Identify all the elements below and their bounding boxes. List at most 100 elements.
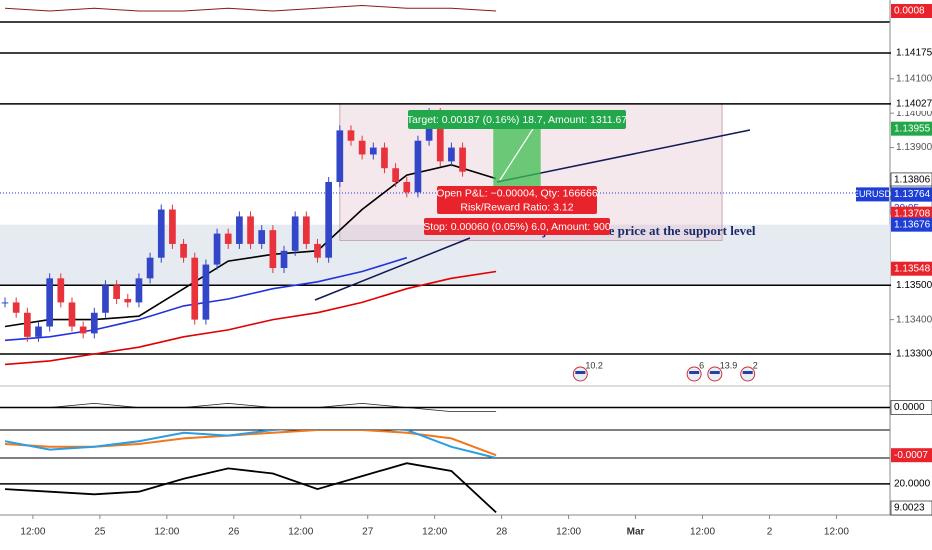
price-label-box <box>891 187 932 202</box>
candle <box>1 302 9 304</box>
candle <box>236 216 243 244</box>
candle <box>157 209 165 258</box>
oscillator-line <box>4 462 497 514</box>
position-label: Target: 0.00187 (0.16%) 18.7, Amount: 13… <box>407 114 628 126</box>
candle <box>459 147 466 172</box>
level-label-box <box>891 278 932 293</box>
event-flag <box>742 371 753 374</box>
pane-label-box <box>890 400 932 415</box>
price-label: 1.13764 <box>894 189 931 200</box>
candle <box>180 243 187 258</box>
moving-average <box>4 270 497 366</box>
position-label: Open P&L: −0.00004, Qty: 166666 <box>436 187 598 199</box>
x-tick-label: 27 <box>362 527 374 538</box>
candle <box>135 278 143 303</box>
candle <box>403 181 411 193</box>
symbol-label: EURUSD <box>853 189 892 199</box>
price-label: 1.13806 <box>894 175 931 186</box>
candle <box>381 147 388 169</box>
pane-label-box <box>891 448 932 463</box>
level-label: 1.13300 <box>896 349 932 360</box>
x-tick-label: 12:00 <box>690 527 715 538</box>
pane-label: 0.0008 <box>894 6 925 17</box>
target-zone <box>493 128 541 194</box>
level-label-box <box>891 347 932 362</box>
candle <box>57 278 65 303</box>
symbol-box <box>856 187 889 202</box>
price-label: 1.13955 <box>894 123 931 134</box>
candle <box>46 278 54 327</box>
x-tick-label: 28 <box>496 527 508 538</box>
candle <box>90 312 98 334</box>
event-label: 10.2 <box>585 360 603 370</box>
candle <box>191 257 199 320</box>
event-label: 13.9 <box>720 360 738 370</box>
oscillator-line <box>4 4 497 12</box>
candle <box>12 302 20 313</box>
y-tick-label: 1.14100 <box>896 73 932 84</box>
candle <box>79 326 87 334</box>
pane-label-box <box>891 4 932 18</box>
x-tick-label: 12:00 <box>154 527 179 538</box>
position-label: Stop: 0.00060 (0.05%) 6.0, Amount: 900 <box>423 221 611 233</box>
candle <box>325 181 333 258</box>
candle <box>113 285 120 299</box>
y-tick-label: 1.14000 <box>896 108 932 119</box>
y-tick-label: 1.13900 <box>896 142 932 153</box>
candle <box>202 264 210 320</box>
x-tick-label: 2 <box>767 527 773 538</box>
candle <box>23 312 31 337</box>
candle <box>302 216 310 244</box>
candle <box>35 326 42 337</box>
x-tick-label: 25 <box>94 527 106 538</box>
level-label-box <box>891 45 932 60</box>
candle <box>358 140 366 155</box>
candle <box>369 147 377 155</box>
pane-label: 9.0023 <box>894 503 925 514</box>
candle <box>392 168 399 182</box>
x-tick-label: 12:00 <box>824 527 849 538</box>
pane-label-box <box>890 500 932 516</box>
level-label: 1.14175 <box>896 48 932 59</box>
pane-label: -0.0007 <box>894 450 928 461</box>
candle <box>347 130 355 141</box>
position-label-box <box>424 218 610 235</box>
event-label: 6 <box>699 360 704 370</box>
candle <box>169 209 176 244</box>
moving-average <box>4 163 497 328</box>
event-flag <box>575 371 586 374</box>
candle <box>436 113 444 162</box>
candle <box>269 230 277 269</box>
price-label: 1.13708 <box>894 208 931 219</box>
x-tick-label: 12:00 <box>556 527 581 538</box>
candle <box>280 250 288 269</box>
candle <box>291 216 299 251</box>
level-label: 1.14027 <box>896 99 932 110</box>
oscillator-line <box>4 430 497 458</box>
price-label-box <box>891 206 932 221</box>
candle <box>258 230 266 244</box>
event-flag <box>689 371 700 374</box>
candle <box>448 147 455 162</box>
trend-line <box>314 237 471 301</box>
position-label-box <box>408 110 626 129</box>
price-label-box <box>891 121 932 136</box>
level-label-box <box>891 96 932 111</box>
candle <box>336 130 344 182</box>
candle <box>102 285 109 313</box>
pane-label: 0.0000 <box>894 402 925 413</box>
y-tick-label: 1.13400 <box>896 314 932 325</box>
event-flag <box>709 371 720 374</box>
price-label: 1.13548 <box>894 263 931 274</box>
price-label: 1.13676 <box>894 219 931 230</box>
candle <box>213 233 221 265</box>
position-label: Risk/Reward Ratio: 3.12 <box>460 201 573 213</box>
x-tick-label: 12:00 <box>422 527 447 538</box>
x-tick-label: 12:00 <box>288 527 313 538</box>
x-tick-label: 26 <box>228 527 240 538</box>
candle <box>146 257 154 279</box>
x-tick-label: Mar <box>627 527 645 538</box>
level-label: 1.13500 <box>896 280 932 291</box>
pane-tick-label: 20.0000 <box>894 479 931 490</box>
